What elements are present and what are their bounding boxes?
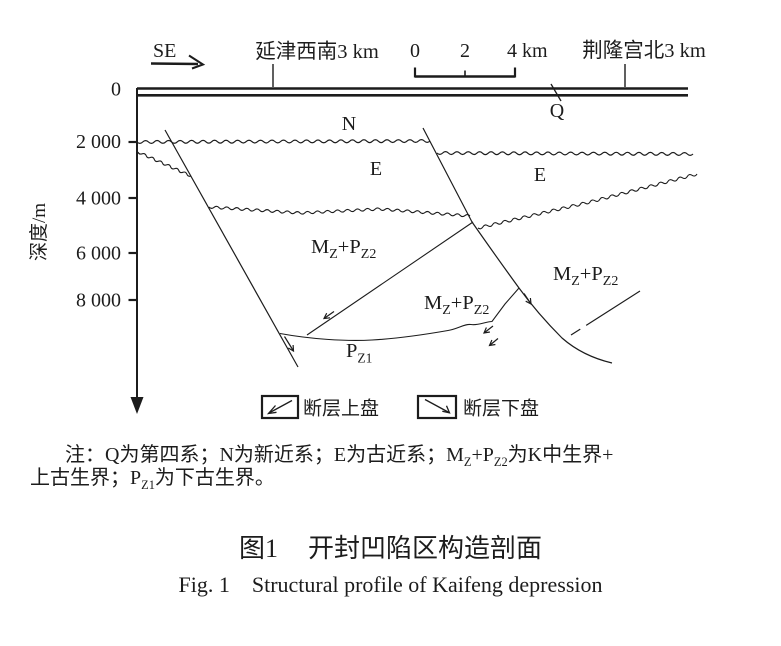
- figure-note: 注：Q为第四系；N为新近系；E为古近系；MZ+PZ2为K中生界+ 上古生界；PZ…: [30, 444, 760, 492]
- horst-left-arrow-lower: [488, 338, 499, 347]
- scale-tick-0-label: 0: [410, 40, 420, 62]
- structural-profile-svg: SE 延津西南3 km 0 2 4 km 荆隆宫北3 km 0 2 000 4 …: [28, 39, 706, 420]
- note-line-1: 注：Q为第四系；N为新近系；E为古近系；MZ+PZ2为K中生界+: [65, 444, 614, 469]
- hanging-wall-symbol: [266, 399, 293, 415]
- depth-label-6000: 6 000: [76, 243, 121, 265]
- fault-2-hanging-wall-arrow: [523, 293, 532, 306]
- depth-axis-arrow: [130, 397, 144, 414]
- left-location-label: 延津西南3 km: [255, 40, 379, 63]
- n-base-wavy-left: [136, 139, 431, 144]
- fault-3-hanging-wall-arrow: [322, 311, 335, 320]
- pz1-label: PZ1: [346, 340, 372, 366]
- note-line-2: 上古生界；PZ1为下古生界。: [30, 467, 275, 492]
- caption-chinese: 图1 开封凹陷区构造剖面: [0, 528, 781, 565]
- direction-label: SE: [153, 40, 176, 62]
- fault-2-line: [422, 127, 613, 364]
- q-layer-label: Q: [550, 100, 565, 122]
- direction-arrow-shaft: [150, 62, 199, 66]
- scale-tick-4-label: 4 km: [507, 40, 548, 62]
- legend-hanging-wall-box: [260, 394, 300, 420]
- caption-en-title: Structural profile of Kaifeng depression: [251, 572, 603, 597]
- fault-1-line: [164, 129, 299, 368]
- mzpz2-label-2: MZ+PZ2: [424, 292, 489, 318]
- direction-arrow-head: [188, 54, 206, 70]
- depth-label-8000: 8 000: [76, 290, 121, 312]
- legend-foot-wall-box: [416, 394, 458, 420]
- horst-left-arrow-upper: [483, 325, 494, 334]
- caption-cn-title: 开封凹陷区构造剖面: [308, 534, 543, 563]
- foot-wall-symbol: [424, 398, 451, 414]
- e-base-wavy-right: [477, 173, 698, 230]
- mzpz2-label-3: MZ+PZ2: [553, 263, 618, 289]
- n-layer-label: N: [342, 113, 356, 135]
- mzpz2-label-1: MZ+PZ2: [311, 236, 376, 262]
- legend-foot-wall-label: 断层下盘: [463, 398, 539, 420]
- caption-en-number: Fig. 1: [178, 572, 230, 597]
- fault-inferred-dashed: [570, 290, 641, 336]
- fault-3-line: [306, 221, 474, 336]
- pz1-top-line: [279, 287, 520, 341]
- scale-tick-2-label: 2: [460, 40, 470, 62]
- depth-label-4000: 4 000: [76, 188, 121, 210]
- depth-label-2000: 2 000: [76, 131, 121, 153]
- depth-label-0: 0: [111, 79, 121, 101]
- legend-hanging-wall-label: 断层上盘: [303, 398, 379, 420]
- e-layer-label-left: E: [370, 158, 382, 180]
- e-layer-label-right: E: [534, 164, 546, 186]
- e-base-wavy-middle: [208, 205, 471, 218]
- caption-cn-number: 图1: [238, 534, 278, 563]
- caption-english: Fig. 1 Structural profile of Kaifeng depr…: [0, 572, 781, 598]
- fault-1-footwall-arrow: [283, 336, 295, 353]
- n-base-wavy-right: [436, 151, 694, 156]
- right-location-label: 荆隆宫北3 km: [582, 39, 706, 62]
- depth-axis-title: 深度/m: [28, 203, 50, 261]
- q-leader-line: [550, 83, 562, 102]
- e-base-wavy-left: [137, 151, 192, 177]
